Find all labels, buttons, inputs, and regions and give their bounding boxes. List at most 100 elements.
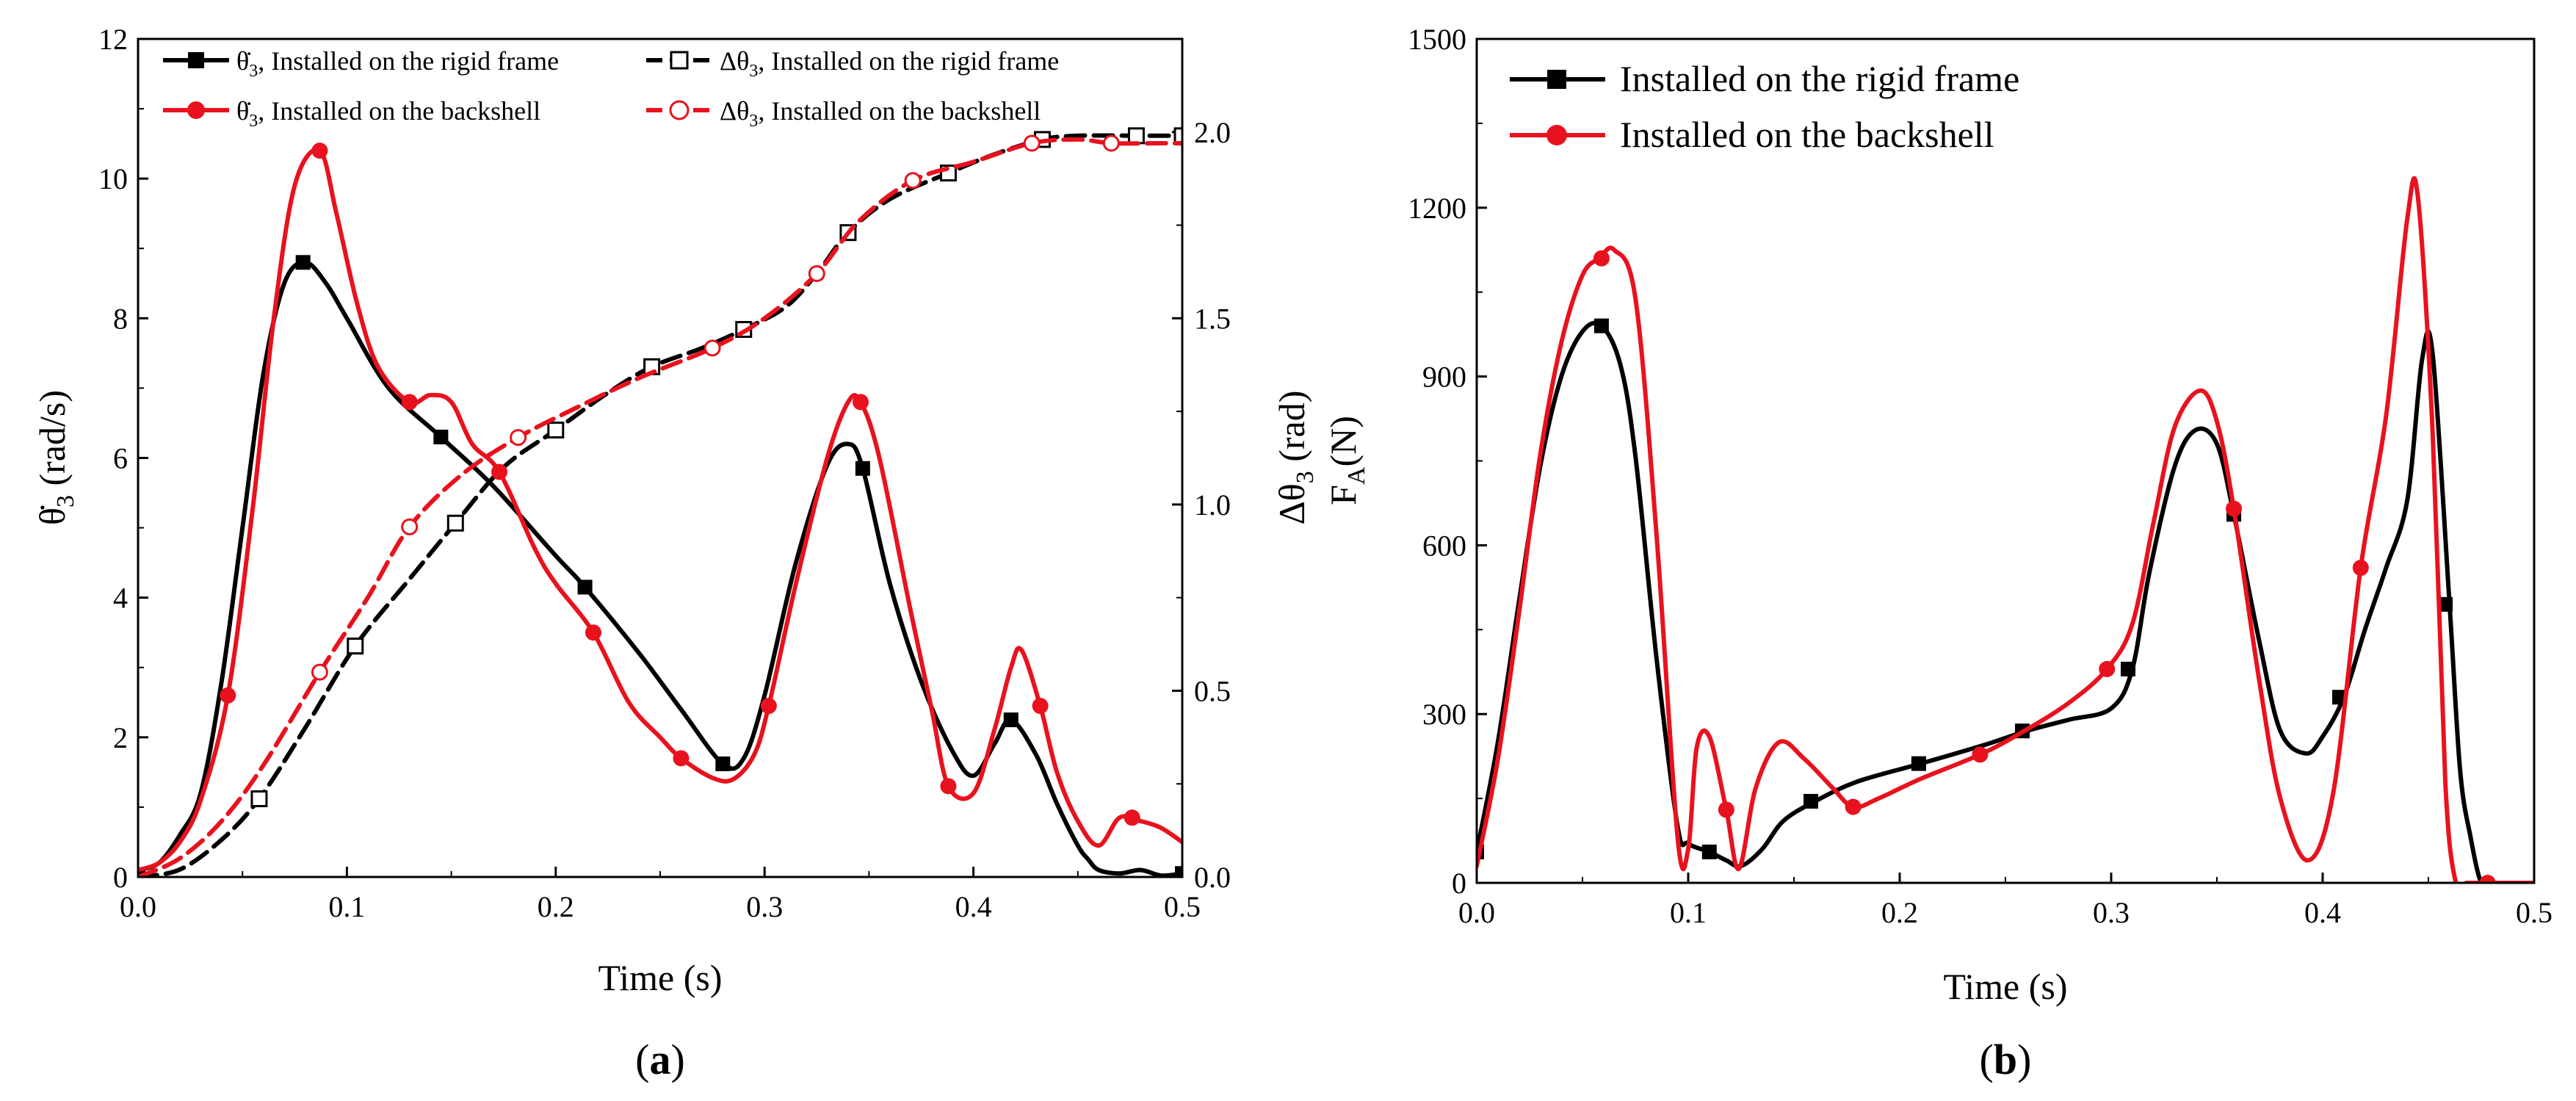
legend-a-label-1: θ̇3, Installed on the rigid frame — [236, 46, 559, 81]
chart-a-x-tick-label: 0.3 — [746, 890, 783, 923]
chart-a-series-4-line — [138, 137, 1182, 877]
chart-b-y-tick-label: 900 — [1422, 361, 1466, 394]
chart-a-series-1 — [138, 255, 1182, 877]
chart-a-series-2-point — [446, 514, 464, 532]
chart-a-series-4-point — [703, 339, 721, 357]
chart-a-series-3-point — [585, 624, 601, 641]
chart-b-x-axis-title: Time (s) — [1943, 966, 2067, 1007]
chart-a-y2-axis-title: Δθ3 (rad) — [1271, 391, 1319, 525]
chart-b-y-tick-label: 0 — [1452, 867, 1466, 900]
chart-a-series-1-point — [1003, 712, 1019, 728]
chart-a-series-2-line — [138, 133, 1182, 877]
chart-a-y-tick-label: 8 — [113, 302, 128, 335]
legend-a-marker-3 — [187, 101, 205, 119]
chart-a-series-4-point — [1102, 134, 1120, 152]
chart-a-series-2-point — [1173, 127, 1182, 145]
legend-a-item-4: Δθ3, Installed on the backshell — [646, 96, 1041, 131]
chart-a-series-4-point — [808, 264, 825, 282]
chart-a-series-3-point — [1124, 809, 1140, 826]
chart-a-series-4-point — [311, 663, 328, 681]
chart-a-series-3 — [138, 142, 1182, 873]
chart-a-y-tick-label: 0 — [113, 861, 128, 894]
legend-a-label-4: Δθ3, Installed on the backshell — [720, 96, 1041, 131]
chart-b-plot-frame — [1475, 37, 2536, 884]
chart-b-series-2-point — [1718, 801, 1734, 818]
chart-a-y2-tick-label: 1.5 — [1194, 302, 1231, 335]
chart-b-series-2-point — [2226, 500, 2243, 517]
chart-a-series-3-point — [760, 698, 777, 715]
chart-a-x-axis-title: Time (s) — [598, 957, 722, 998]
chart-b-x-tick-label: 0.5 — [2516, 896, 2553, 929]
chart-b-legend: Installed on the rigid frame Installed o… — [1510, 58, 2019, 155]
chart-a-series-4-point — [904, 172, 922, 189]
chart-a-y-tick-label: 12 — [98, 23, 128, 56]
chart-b-series-2-point — [1845, 798, 1862, 815]
chart-a-series-1-point — [433, 429, 449, 444]
chart-a-x-tick-label: 0.5 — [1164, 890, 1201, 923]
chart-b-y-tick-label: 1200 — [1408, 192, 1466, 225]
legend-b-item-2: Installed on the backshell — [1510, 114, 1994, 155]
chart-a-series-1-point — [577, 580, 593, 595]
chart-panel-a: 0.0 0.1 0.2 0.3 0.4 0.50246810120.00.51.01.52… — [32, 23, 1319, 1083]
chart-a-y-tick-label: 2 — [113, 721, 128, 754]
panel-label-a: (a) — [635, 1036, 685, 1083]
chart-b-series-2-line — [1477, 176, 2534, 883]
panel-label-b: (b) — [1980, 1036, 2032, 1083]
chart-b-series-2-point — [1593, 250, 1610, 267]
chart-a-series-2 — [138, 127, 1182, 877]
chart-a-series-2-point — [547, 421, 565, 438]
chart-a-series-4-point — [401, 518, 419, 535]
chart-a-series-4-point — [510, 429, 527, 447]
chart-b-series-2-point — [2099, 660, 2116, 677]
chart-b-x-tick-label: 0.0 — [1458, 896, 1495, 929]
chart-a-series-3-line — [138, 147, 1182, 873]
chart-a-series-3-point — [401, 394, 418, 411]
chart-b-x-tick-label: 0.1 — [1670, 896, 1707, 929]
legend-b-label-1: Installed on the rigid frame — [1620, 58, 2019, 99]
chart-b-series-layer — [1477, 176, 2534, 883]
chart-a-series-1-line — [138, 260, 1182, 877]
chart-b-ticks: 0.0 0.1 0.2 0.3 0.4 0.5 0 300 600 900 1200 1500 — [1408, 23, 2553, 929]
chart-a-y2-tick-label: 1.0 — [1194, 488, 1231, 521]
chart-a-series-2-point — [347, 638, 364, 655]
chart-panel-b: 0.0 0.1 0.2 0.3 0.4 0.5 0 300 600 900 1200 1500 Ins… — [1323, 23, 2553, 1083]
legend-a-marker-1 — [188, 52, 204, 68]
chart-a-series-3-point — [940, 778, 957, 795]
chart-b-x-tick-label: 0.3 — [2093, 896, 2130, 929]
chart-a-series-4 — [138, 134, 1182, 877]
chart-b-y-tick-label: 300 — [1422, 698, 1466, 731]
chart-b-series-2-point — [2479, 875, 2496, 883]
chart-b-series-2 — [1477, 176, 2534, 883]
chart-b-series-1 — [1477, 318, 2534, 883]
legend-a-marker-4 — [669, 100, 690, 120]
chart-b-y-tick-label: 1500 — [1408, 23, 1466, 56]
legend-b-marker-1 — [1547, 70, 1566, 89]
chart-a-y2-tick-label: 0.0 — [1194, 861, 1231, 894]
chart-a-series-2-point — [250, 790, 268, 808]
chart-b-series-2-point — [2352, 560, 2369, 577]
chart-a-y2-tick-label: 0.5 — [1194, 674, 1231, 707]
chart-b-series-2-point — [1972, 746, 1989, 763]
chart-a-y-tick-label: 10 — [98, 162, 128, 195]
chart-a-y-axis-title: θ̇3 (rad/s) — [32, 390, 79, 525]
chart-b-series-1-point — [2121, 661, 2136, 676]
chart-a-series-1-point — [1175, 866, 1182, 877]
legend-b-label-2: Installed on the backshell — [1620, 114, 1994, 155]
legend-a-item-3: θ̇3, Installed on the backshell — [163, 96, 540, 131]
chart-a-series-3-point — [311, 142, 328, 159]
chart-b-x-tick-label: 0.2 — [1881, 896, 1918, 929]
legend-a-item-2: Δθ3, Installed on the rigid frame — [646, 46, 1059, 81]
chart-a-series-1-point — [295, 255, 311, 270]
chart-a-series-2-point — [1127, 127, 1145, 145]
legend-a-marker-2 — [670, 51, 689, 70]
chart-b-series-1-point — [1593, 318, 1609, 333]
chart-a-series-4-point — [1023, 134, 1041, 152]
chart-a-series-1-point — [715, 756, 731, 771]
chart-b-series-1-point — [1911, 756, 1926, 771]
chart-a-ticks: 0.0 0.1 0.2 0.3 0.4 0.50246810120.00.51.01.52… — [98, 23, 1231, 923]
chart-b-series-1-point — [2438, 596, 2453, 612]
chart-b-series-1-point — [1701, 844, 1717, 859]
chart-a-x-tick-label: 0.4 — [955, 890, 992, 923]
chart-a-series-3-point — [1032, 698, 1049, 715]
